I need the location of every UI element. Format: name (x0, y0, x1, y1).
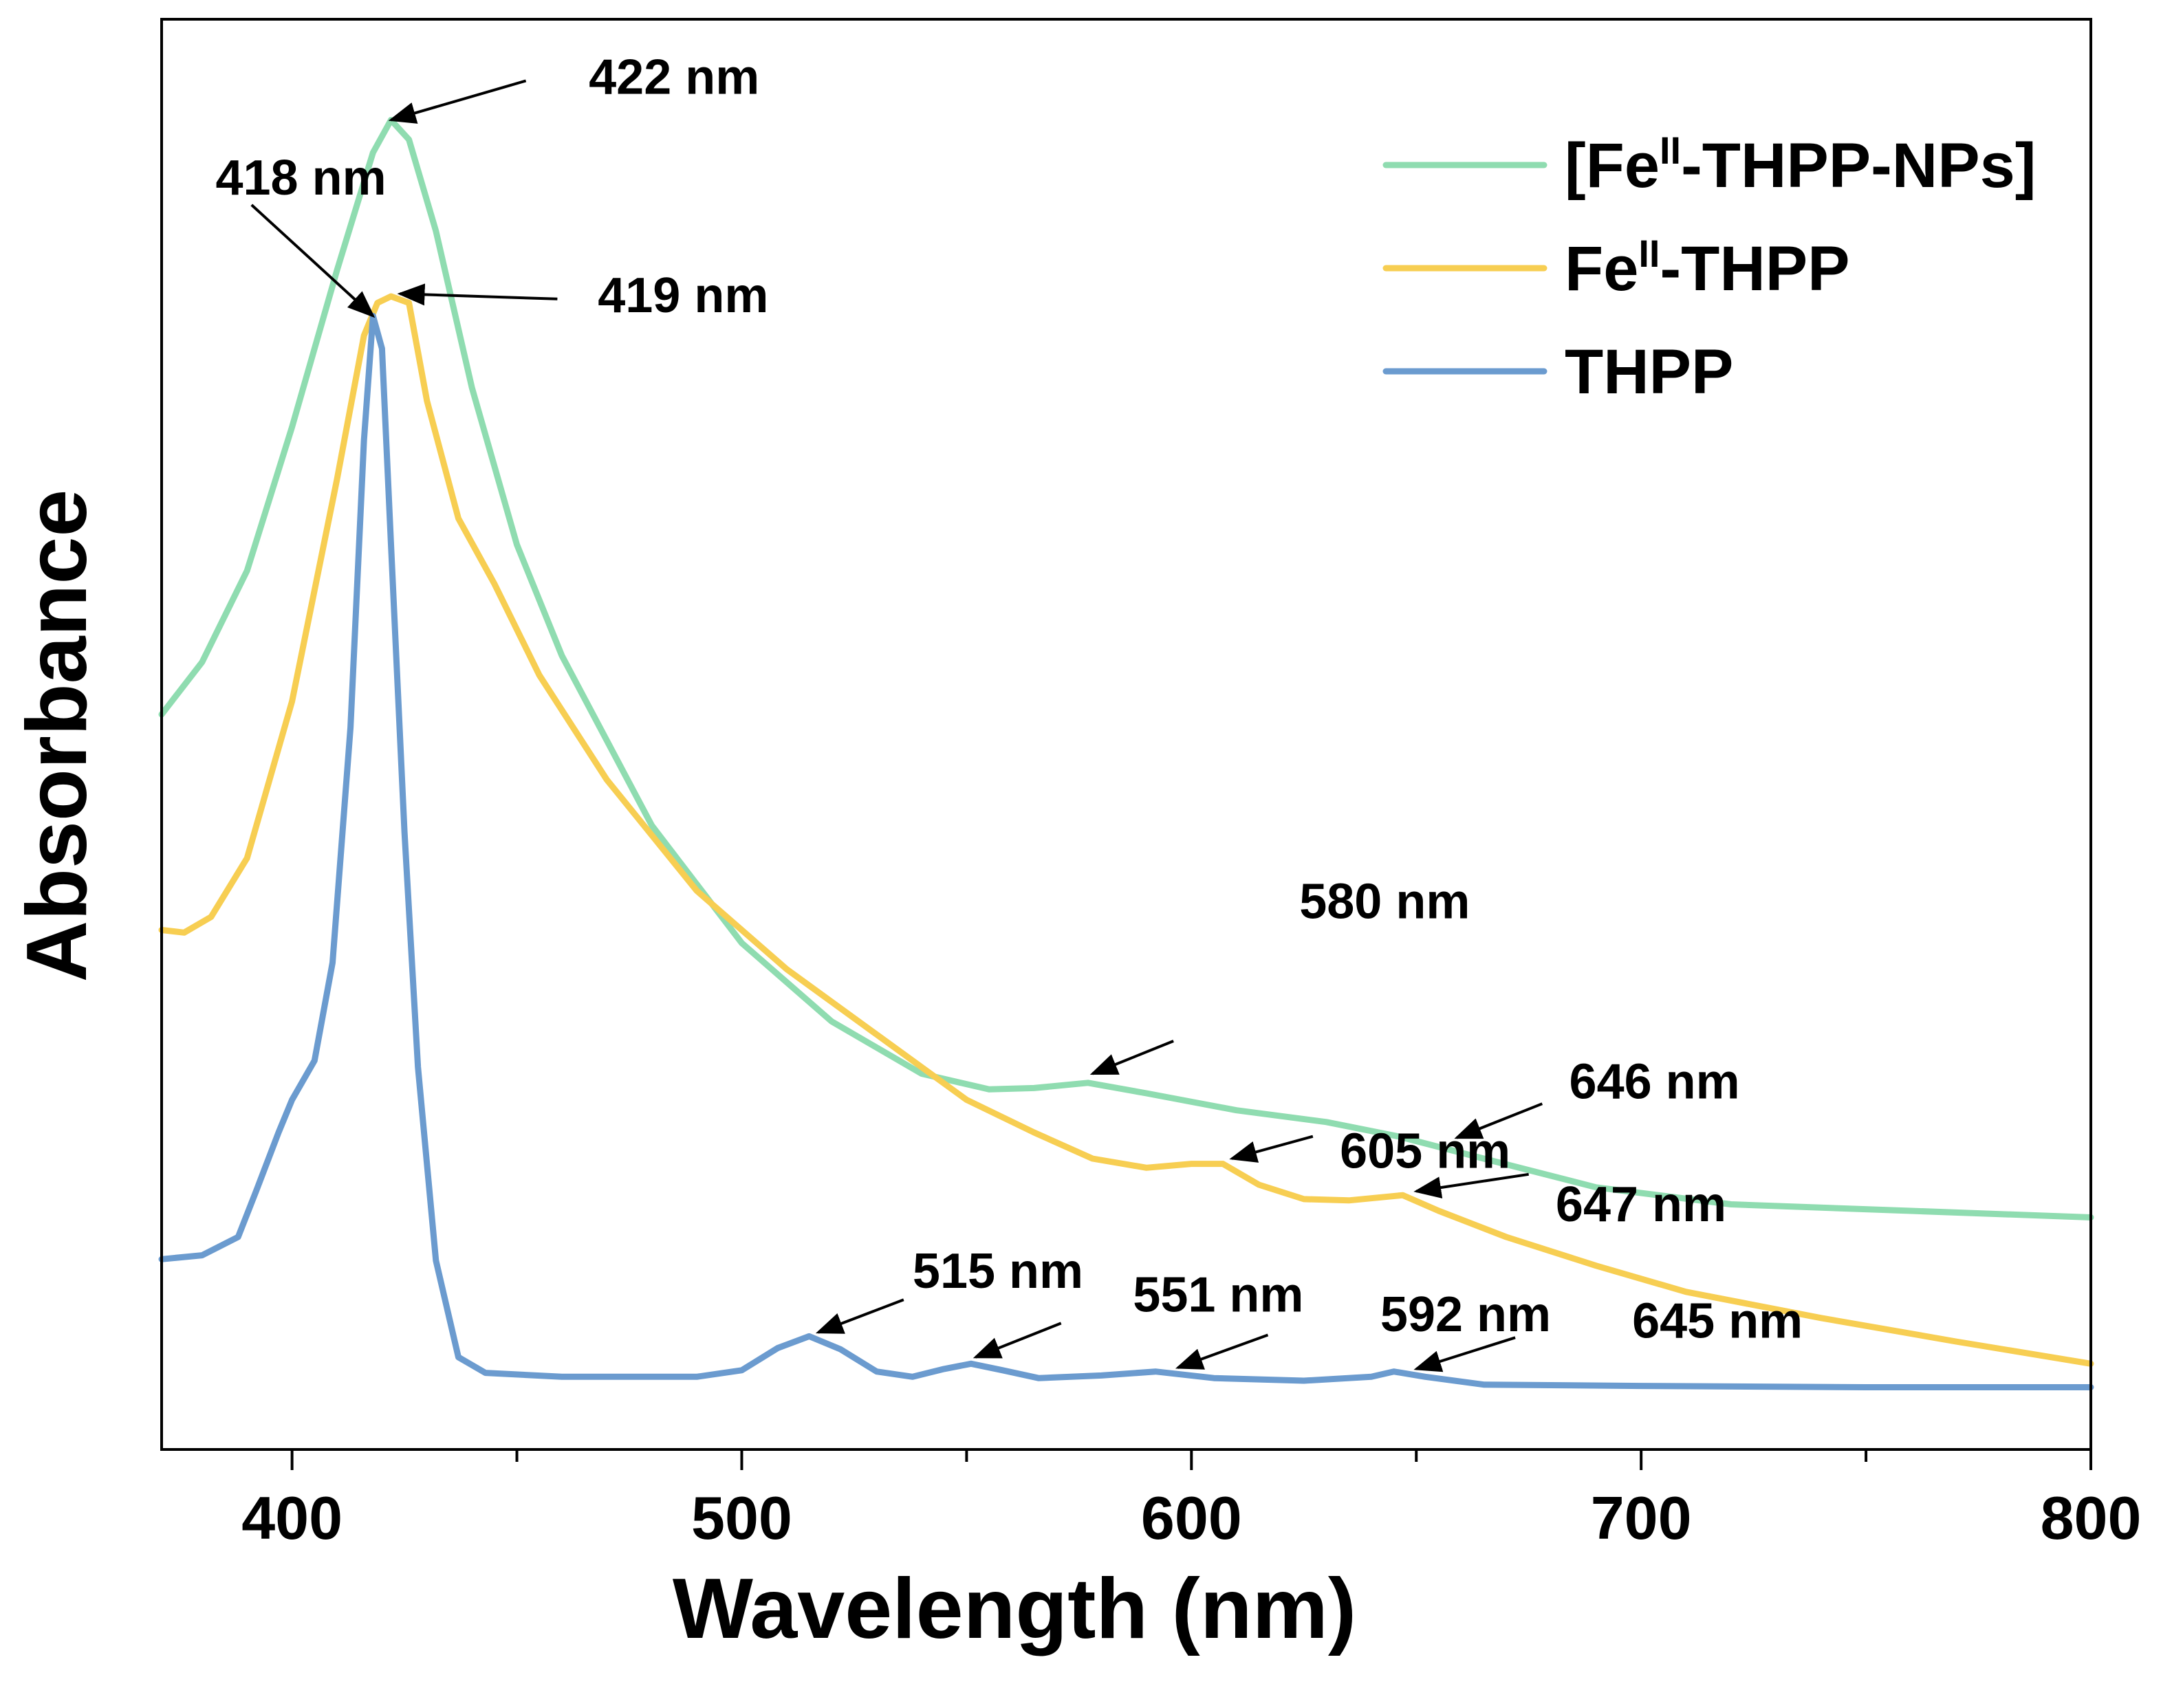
annotation-label: 515 nm (913, 1244, 1083, 1299)
series-line-0 (158, 117, 2094, 1220)
legend-item: THPP (1382, 337, 1733, 407)
series-line-1 (158, 293, 2094, 1367)
peak-annotations: 422 nm 418 nm 419 nm 580 nm 646 nm 605 nm 647 … (215, 50, 1803, 1372)
x-tick-label: 600 (1141, 1484, 1242, 1552)
plot-area: 422 nm 418 nm 419 nm 580 nm 646 nm 605 nm 647 … (158, 18, 2141, 1552)
peak-annotation: 551 nm (973, 1267, 1303, 1359)
legend-label: THPP (1565, 337, 1733, 407)
annotation-arrow (1413, 1172, 1529, 1198)
annotation-arrow (815, 1298, 904, 1334)
y-axis-title: Absorbance (10, 490, 105, 983)
legend-item: [FeII-THPP-NPs] (1382, 129, 2036, 201)
annotation-label: 419 nm (598, 268, 768, 323)
legend-label-main: THPP (1565, 337, 1733, 407)
peak-annotation: 515 nm (815, 1244, 1083, 1334)
annotation-arrow (1454, 1102, 1543, 1139)
peak-annotation: 422 nm (388, 50, 759, 124)
x-tick-label: 800 (2041, 1484, 2142, 1552)
annotation-arrow (1089, 1040, 1174, 1075)
annotation-arrow (1229, 1135, 1314, 1163)
annotation-arrow (973, 1322, 1062, 1359)
x-tick-label: 400 (241, 1484, 343, 1552)
peak-annotation: 647 nm (1413, 1172, 1726, 1232)
peak-annotation: 592 nm (1175, 1287, 1551, 1370)
legend-label-superscript: II (1660, 129, 1681, 172)
series-line-2 (158, 313, 2094, 1390)
x-tick-label: 500 (691, 1484, 792, 1552)
annotation-label: 646 nm (1570, 1055, 1740, 1110)
peak-annotation: 419 nm (397, 268, 768, 323)
annotation-label: 551 nm (1133, 1267, 1303, 1322)
legend-label: [FeII-THPP-NPs] (1565, 129, 2036, 201)
annotation-label: 418 nm (215, 151, 386, 206)
annotation-label: 645 nm (1632, 1293, 1803, 1348)
annotation-arrow (1175, 1333, 1269, 1370)
annotation-label: 580 nm (1299, 874, 1470, 929)
annotation-arrow (250, 204, 376, 318)
annotation-arrow (1413, 1336, 1516, 1372)
legend-label-main: Fe (1565, 234, 1638, 304)
annotation-arrow (397, 283, 558, 306)
peak-annotation: 605 nm (1229, 1124, 1510, 1179)
annotation-label: 605 nm (1340, 1124, 1510, 1179)
legend-label-superscript: II (1638, 232, 1660, 275)
plot-frame (160, 18, 2092, 1451)
legend-label-suffix: -THPP-NPs] (1681, 131, 2036, 201)
legend-label: FeII-THPP (1565, 232, 1850, 304)
annotation-label: 422 nm (589, 50, 759, 105)
peak-annotation: 580 nm (1089, 874, 1470, 1075)
x-tick-label: 700 (1591, 1484, 1692, 1552)
annotation-label: 592 nm (1380, 1287, 1551, 1342)
peak-annotation: 418 nm (215, 151, 387, 318)
x-axis-title: Wavelength (nm) (673, 1562, 1356, 1656)
annotation-label: 647 nm (1556, 1177, 1726, 1232)
peak-annotation: 645 nm (1413, 1293, 1803, 1372)
legend-label-suffix: -THPP (1660, 234, 1850, 304)
series-lines (158, 117, 2094, 1390)
peak-annotation: 646 nm (1454, 1055, 1740, 1139)
annotation-arrow (388, 79, 527, 124)
x-axis-ticks: 400 500 600 700 800 (241, 1449, 2141, 1552)
legend-label-main: [Fe (1565, 131, 1660, 201)
legend-item: FeII-THPP (1382, 232, 1850, 304)
